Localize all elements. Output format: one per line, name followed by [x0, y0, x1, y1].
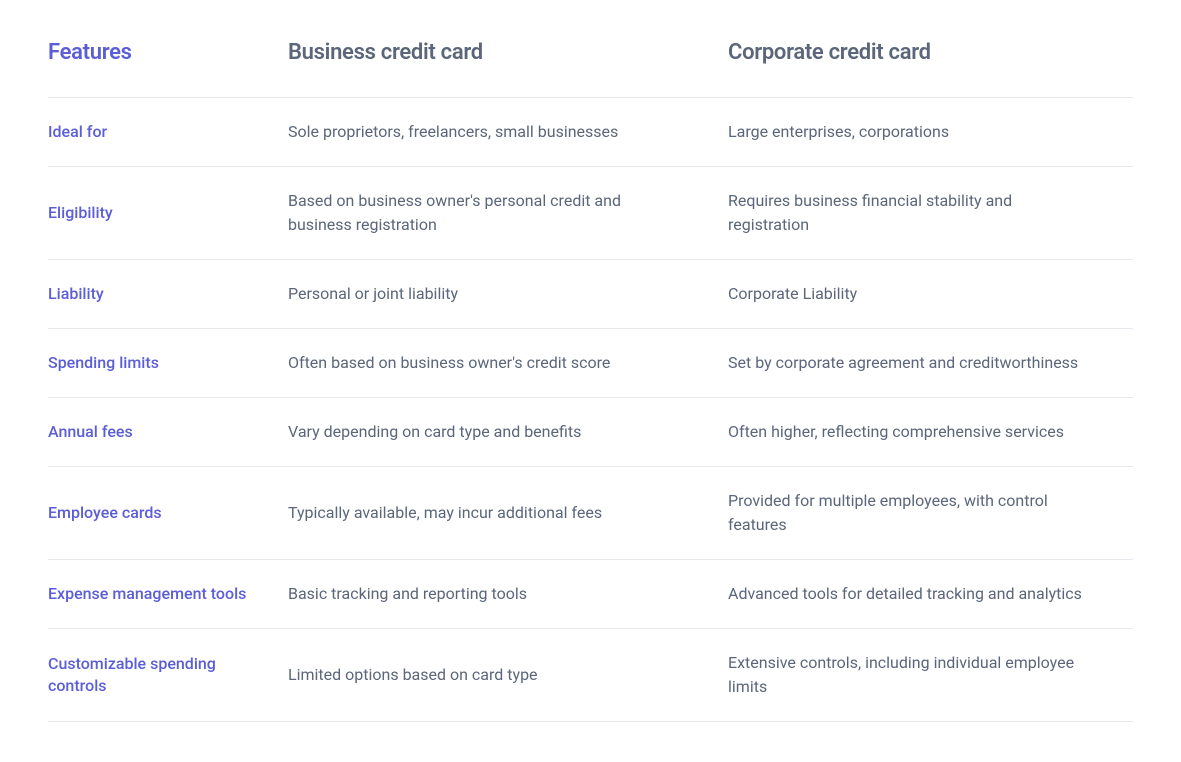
table-row: Customizable spending controls Limited o…: [48, 629, 1133, 722]
feature-label: Employee cards: [48, 502, 288, 524]
cell-business: Limited options based on card type: [288, 663, 728, 687]
table-row: Liability Personal or joint liability Co…: [48, 260, 1133, 329]
cell-business: Typically available, may incur additiona…: [288, 501, 728, 525]
cell-corporate: Advanced tools for detailed tracking and…: [728, 582, 1133, 606]
header-features: Features: [48, 40, 288, 65]
feature-label: Customizable spending controls: [48, 653, 288, 698]
cell-corporate: Large enterprises, corporations: [728, 120, 1133, 144]
table-row: Employee cards Typically available, may …: [48, 467, 1133, 560]
cell-corporate: Often higher, reflecting comprehensive s…: [728, 420, 1133, 444]
table-row: Expense management tools Basic tracking …: [48, 560, 1133, 629]
feature-label: Ideal for: [48, 121, 288, 143]
cell-corporate: Set by corporate agreement and creditwor…: [728, 351, 1133, 375]
table-row: Annual fees Vary depending on card type …: [48, 398, 1133, 467]
cell-business: Vary depending on card type and benefits: [288, 420, 728, 444]
cell-business: Often based on business owner's credit s…: [288, 351, 728, 375]
cell-corporate: Requires business financial stability an…: [728, 189, 1133, 237]
table-row: Eligibility Based on business owner's pe…: [48, 167, 1133, 260]
cell-business: Basic tracking and reporting tools: [288, 582, 728, 606]
header-corporate-card: Corporate credit card: [728, 40, 1133, 65]
cell-business: Sole proprietors, freelancers, small bus…: [288, 120, 728, 144]
feature-label: Expense management tools: [48, 583, 288, 605]
feature-label: Liability: [48, 283, 288, 305]
feature-label: Annual fees: [48, 421, 288, 443]
cell-business: Based on business owner's personal credi…: [288, 189, 728, 237]
table-row: Spending limits Often based on business …: [48, 329, 1133, 398]
cell-corporate: Extensive controls, including individual…: [728, 651, 1133, 699]
table-row: Ideal for Sole proprietors, freelancers,…: [48, 98, 1133, 167]
feature-label: Eligibility: [48, 202, 288, 224]
cell-business: Personal or joint liability: [288, 282, 728, 306]
feature-label: Spending limits: [48, 352, 288, 374]
comparison-table: Features Business credit card Corporate …: [48, 40, 1133, 722]
cell-corporate: Provided for multiple employees, with co…: [728, 489, 1133, 537]
table-header-row: Features Business credit card Corporate …: [48, 40, 1133, 98]
cell-corporate: Corporate Liability: [728, 282, 1133, 306]
header-business-card: Business credit card: [288, 40, 728, 65]
